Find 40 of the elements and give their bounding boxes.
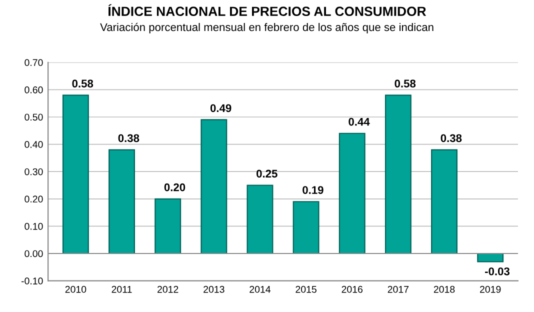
y-tick-label: -0.10 <box>21 278 43 284</box>
y-tick-label: 0.00 <box>24 250 43 258</box>
y-tick-label: 0.40 <box>24 141 43 148</box>
data-label: 0.58 <box>394 80 416 88</box>
bar <box>338 132 366 254</box>
bar <box>108 149 135 254</box>
y-tick-label: 0.60 <box>24 86 43 94</box>
data-label: 0.58 <box>72 80 94 88</box>
x-tick-label: 2013 <box>204 286 224 293</box>
data-label: 0.49 <box>210 104 232 112</box>
data-label: 0.38 <box>440 134 462 142</box>
bar <box>246 184 274 254</box>
x-tick-label: 2019 <box>480 286 501 293</box>
x-tick-label: 2012 <box>158 286 178 293</box>
bar <box>154 198 182 254</box>
x-tick-label: 2014 <box>250 286 271 293</box>
y-tick-label: 0.50 <box>24 114 43 121</box>
y-tick-label: 0.10 <box>24 222 43 230</box>
x-tick-label: 2016 <box>342 286 363 293</box>
y-tick-label: 0.30 <box>24 168 43 176</box>
x-tick-label: 2015 <box>296 286 316 293</box>
x-tick-label: 2011 <box>112 286 132 293</box>
bar <box>384 94 412 254</box>
data-label: 0.19 <box>302 186 324 194</box>
y-tick-label: 0.20 <box>24 196 43 203</box>
data-label: 0.25 <box>256 170 278 178</box>
bar <box>292 201 320 254</box>
bar <box>200 119 228 254</box>
bar <box>62 94 89 254</box>
x-tick-label: 2010 <box>65 286 86 293</box>
data-label: -0.03 <box>485 267 510 276</box>
chart-subtitle: Variación porcentual mensual en febrero de los años que se indican <box>100 22 434 34</box>
data-label: 0.38 <box>118 134 140 142</box>
bar <box>431 149 458 254</box>
y-tick-label: 0.70 <box>24 59 43 66</box>
data-label: 0.44 <box>348 118 370 126</box>
x-tick-label: 2017 <box>388 286 409 293</box>
data-label: 0.20 <box>164 183 186 192</box>
chart-title: ÍNDICE NACIONAL DE PRECIOS AL CONSUMIDOR <box>108 4 426 16</box>
x-tick-label: 2018 <box>434 286 455 293</box>
